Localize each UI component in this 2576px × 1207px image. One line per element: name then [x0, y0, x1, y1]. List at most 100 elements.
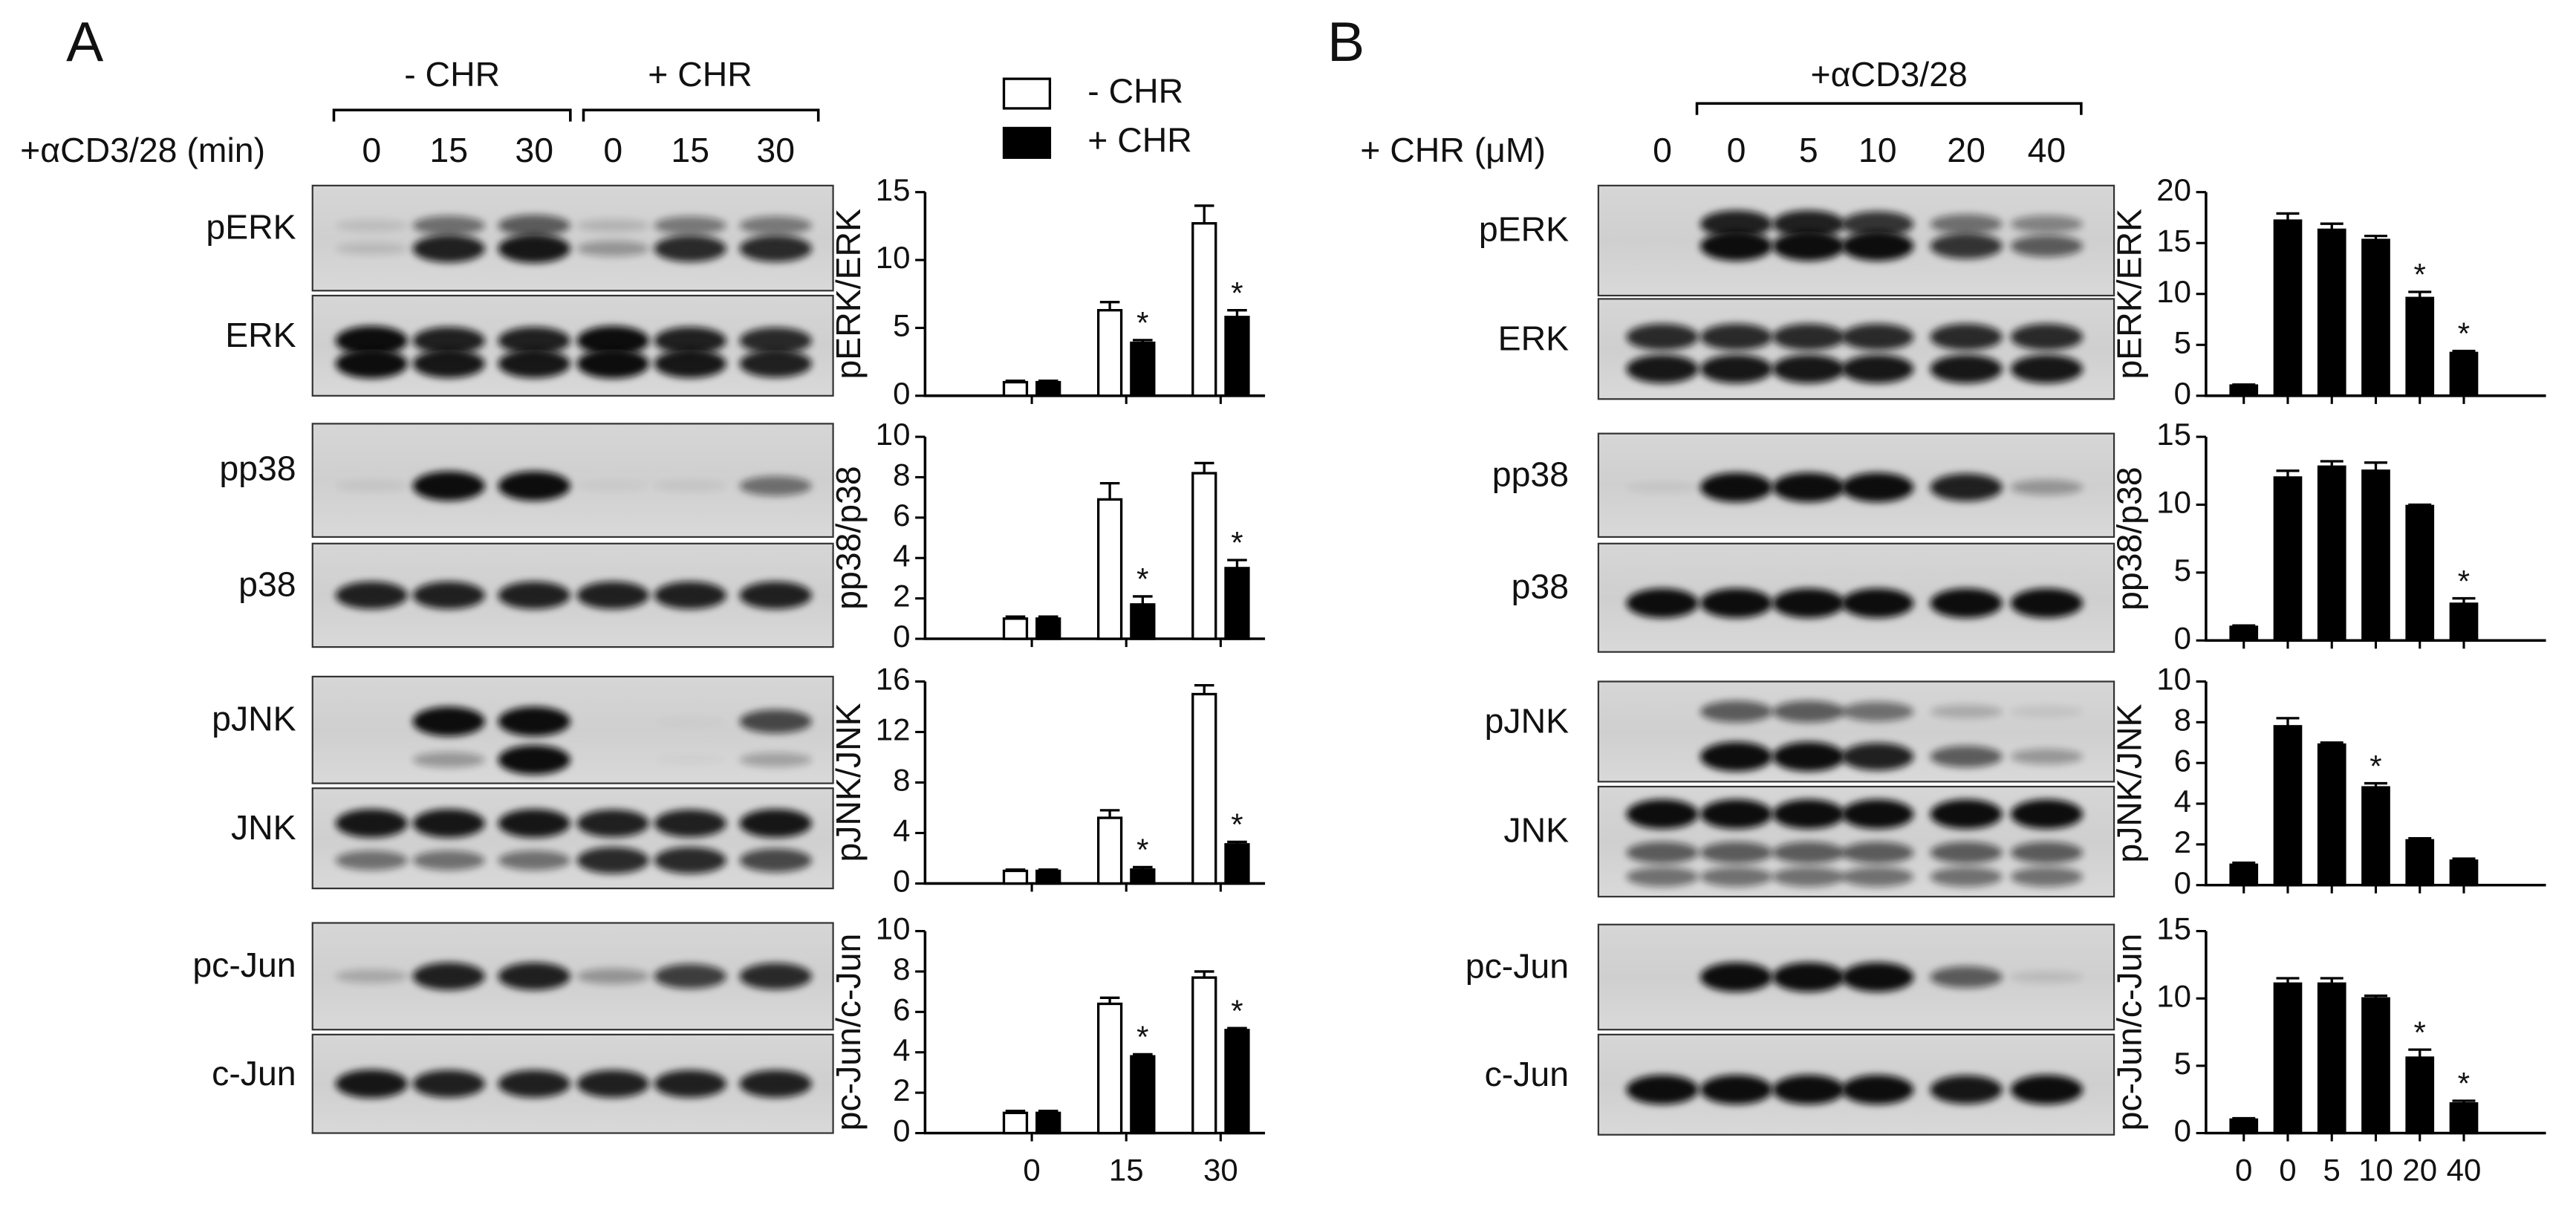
blot-band: [2010, 971, 2084, 983]
blot-band: [654, 809, 726, 837]
x-tick-label: 0: [1023, 1153, 1040, 1188]
bar: [1130, 868, 1156, 885]
blot-band: [412, 471, 485, 501]
error-bar: [2276, 469, 2300, 478]
lane-label: 15: [671, 131, 709, 169]
y-tick-label: 10: [2156, 978, 2191, 1013]
blot-label: pp38: [219, 449, 296, 488]
blot-band: [412, 327, 485, 355]
blot-band: [1772, 210, 1845, 238]
error-bar: [1005, 615, 1026, 619]
y-tick-label: 8: [893, 951, 910, 986]
error-bar: [2320, 977, 2344, 984]
blot-label: p38: [1512, 567, 1569, 605]
blot-band: [739, 752, 812, 767]
y-tick-label: 0: [893, 376, 910, 411]
y-tick-label: 2: [893, 579, 910, 614]
blot-band: [335, 242, 408, 255]
blot-band: [1930, 966, 2003, 989]
blot-band: [2010, 842, 2084, 864]
blot-band: [412, 962, 485, 990]
blot-band: [654, 349, 726, 378]
blot-band: [1841, 701, 1914, 722]
bar: [1002, 380, 1029, 397]
blot-label: pc-Jun: [1466, 946, 1569, 985]
error-bar: [2364, 781, 2387, 788]
bar: [1191, 472, 1217, 640]
significance-marker: *: [1136, 833, 1148, 868]
blot-band: [1841, 799, 1914, 829]
y-tick-label: 0: [2174, 620, 2191, 655]
bar: [1096, 309, 1123, 397]
error-bar: [1227, 309, 1247, 317]
bar: [2405, 1056, 2435, 1135]
error-bar: [2320, 222, 2344, 230]
blot-band: [1700, 741, 1773, 772]
y-axis-label: pJNK/JNK: [2110, 704, 2149, 863]
y-axis-label: pp38/p38: [2110, 466, 2149, 611]
blot-band: [1930, 323, 2003, 351]
blot-band: [739, 848, 812, 873]
y-tick-label: 10: [876, 240, 911, 275]
blot-band: [1841, 354, 1914, 384]
blot-band: [498, 215, 570, 237]
blot-band: [1841, 743, 1914, 771]
lane-axis-label: + CHR (μM): [1360, 131, 1546, 169]
blot: [1597, 923, 2115, 1031]
blot-band: [335, 1069, 408, 1099]
blot-band: [739, 327, 812, 354]
x-tick-label: 40: [2447, 1153, 2482, 1188]
blot-band: [1700, 588, 1773, 618]
error-bar: [2452, 1099, 2476, 1104]
y-tick-label: 5: [893, 308, 910, 343]
blot-band: [576, 241, 649, 257]
blot: [311, 675, 834, 784]
blot-band: [1841, 588, 1914, 618]
legend-label: + CHR: [1087, 121, 1192, 160]
bar: [2317, 465, 2346, 642]
blot-band: [2010, 323, 2084, 351]
blot-band: [412, 850, 485, 871]
y-tick-label: 15: [2156, 223, 2191, 258]
y-tick-label: 6: [893, 992, 910, 1027]
blot-band: [1700, 472, 1773, 502]
lane-label: 5: [1799, 131, 1818, 169]
legend-label: - CHR: [1087, 71, 1183, 110]
significance-marker: *: [1231, 276, 1243, 310]
blot-band: [1930, 473, 2003, 501]
significance-marker: *: [1136, 1020, 1148, 1055]
y-axis-label: pp38/p38: [829, 466, 868, 610]
blot: [1597, 785, 2115, 898]
error-bar: [1099, 301, 1120, 310]
bar: [2229, 863, 2259, 887]
error-bar: [2320, 460, 2344, 467]
y-tick-label: 12: [876, 712, 911, 747]
x-tick-label: 0: [2235, 1153, 2252, 1188]
blot-label: pp38: [1492, 455, 1569, 493]
blot: [311, 184, 834, 292]
y-tick-label: 15: [876, 172, 911, 207]
blot-band: [498, 745, 570, 775]
blot-band: [498, 809, 570, 838]
bar: [2361, 238, 2390, 397]
blot: [311, 922, 834, 1031]
blot-band: [1700, 962, 1773, 992]
blot-band: [1772, 867, 1845, 887]
bar: [2361, 786, 2390, 887]
bracket: [1695, 102, 2083, 115]
blot-band: [1841, 1075, 1914, 1104]
blot-band: [576, 809, 649, 837]
y-tick-label: 20: [2156, 172, 2191, 207]
blot-band: [1626, 1075, 1699, 1104]
blot-band: [1772, 588, 1845, 618]
y-tick-label: 0: [2174, 1113, 2191, 1148]
significance-marker: *: [1136, 305, 1148, 340]
y-tick-label: 4: [2174, 784, 2191, 819]
bar: [2273, 476, 2303, 642]
blot-band: [1841, 323, 1914, 351]
blot-band: [1626, 799, 1699, 829]
blot-band: [1930, 746, 2003, 768]
blot-band: [2010, 215, 2084, 233]
x-tick-label: 5: [2323, 1153, 2341, 1188]
y-tick-label: 5: [2174, 325, 2191, 360]
